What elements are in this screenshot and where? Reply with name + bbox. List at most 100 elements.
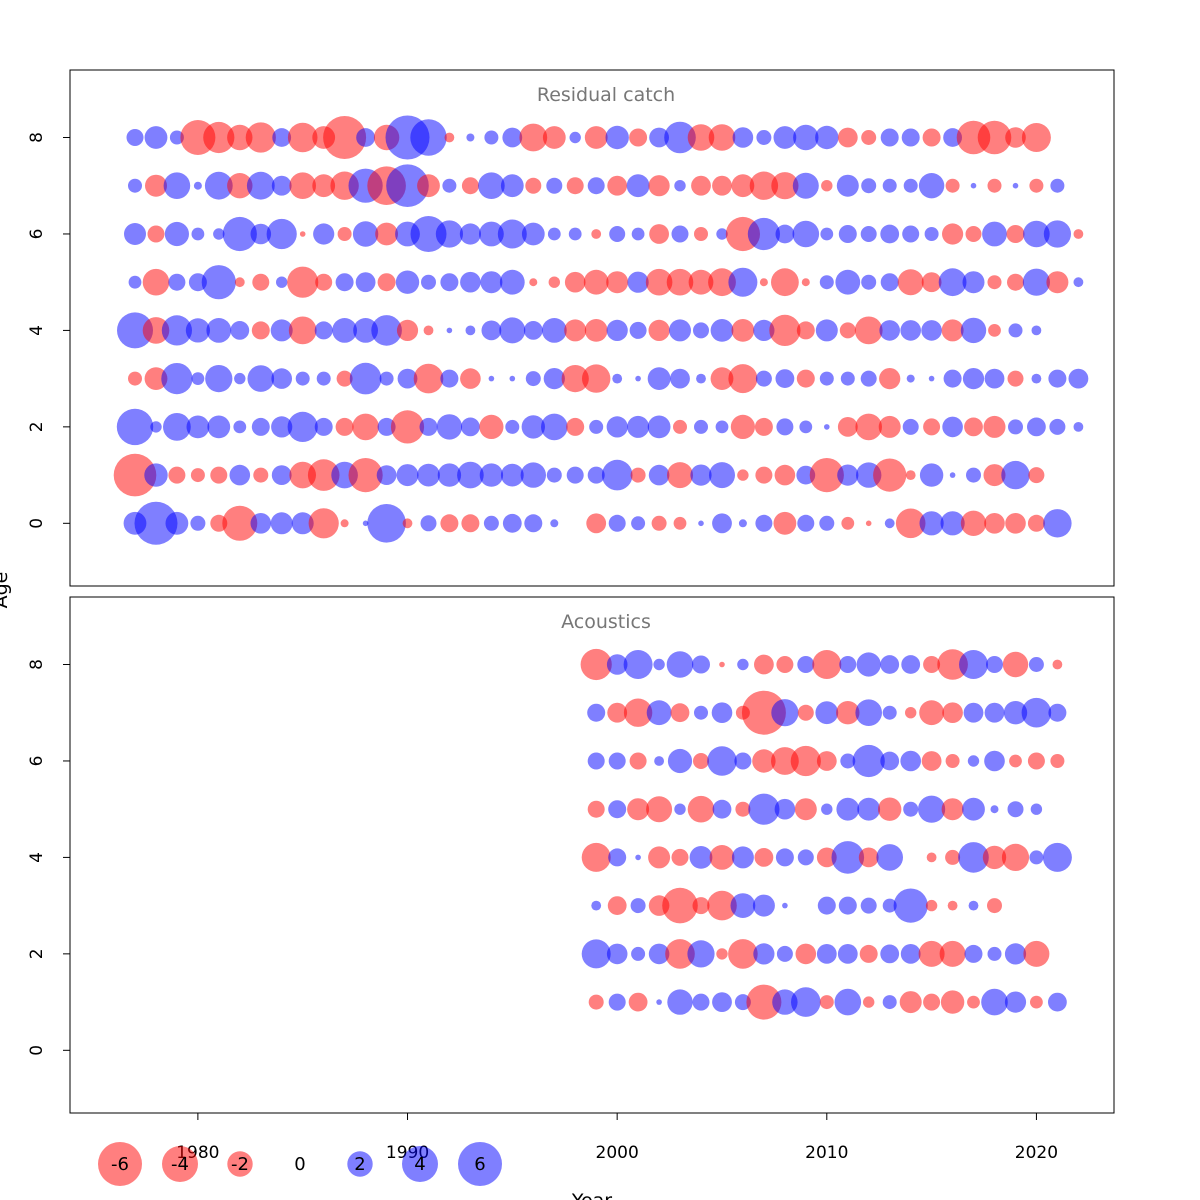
- bubble-point: [250, 513, 272, 534]
- bubble-point: [710, 367, 734, 390]
- bubble-point: [1006, 225, 1025, 243]
- bubble-point: [923, 418, 941, 436]
- legend-bubble: [227, 1151, 253, 1177]
- bubble-point: [835, 269, 861, 295]
- bubble-point: [128, 371, 142, 386]
- bubble-point: [854, 316, 883, 345]
- bubble-point: [674, 803, 686, 815]
- bubble-point: [797, 704, 814, 721]
- bubble-point: [591, 229, 602, 239]
- bubble-point: [606, 271, 629, 294]
- bubble-point: [410, 216, 447, 252]
- bubble-point: [709, 462, 735, 489]
- bubble-point: [272, 128, 292, 147]
- bubble-point: [809, 458, 844, 493]
- bubble-point: [168, 466, 186, 484]
- bubble-point: [734, 752, 752, 770]
- bubble-point: [396, 319, 419, 341]
- bubble-point: [771, 699, 799, 727]
- bubble-point: [1068, 368, 1089, 389]
- bubble-point: [608, 848, 627, 867]
- bubble-point: [730, 414, 756, 439]
- bubble-point: [923, 993, 941, 1011]
- bubble-point: [631, 516, 646, 531]
- bubble-point: [776, 418, 794, 436]
- bubble-point: [1027, 514, 1045, 532]
- bubble-point: [336, 370, 353, 387]
- bubble-point: [581, 939, 611, 969]
- bubble-point: [437, 463, 462, 487]
- bubble-point: [247, 365, 275, 392]
- bubble-point: [134, 501, 178, 545]
- bubble-point: [193, 181, 202, 190]
- bubble-point: [601, 459, 633, 491]
- bubble-point: [587, 703, 606, 722]
- bubble-point: [876, 844, 903, 871]
- bubble-point: [903, 178, 918, 193]
- bubble-point: [836, 174, 859, 197]
- bubble-point: [924, 227, 939, 241]
- bubble-point: [144, 126, 168, 149]
- bubble-point: [587, 800, 605, 818]
- bubble-point: [919, 463, 944, 487]
- bubble-point: [687, 124, 715, 151]
- bubble-point: [712, 513, 732, 534]
- bubble-point: [921, 751, 942, 771]
- bubble-point: [816, 847, 837, 868]
- bubble-point: [738, 519, 747, 528]
- bubble-point: [880, 944, 900, 964]
- legend-bubble: [347, 1151, 373, 1177]
- bubble-point: [735, 801, 751, 817]
- bubble-point: [945, 754, 960, 768]
- bubble-point: [629, 752, 647, 770]
- bubble-point: [323, 116, 367, 159]
- bubble-point: [673, 419, 687, 434]
- bubble-point: [755, 370, 772, 387]
- bubble-point: [142, 317, 170, 344]
- bubble-point: [900, 750, 921, 772]
- bubble-point: [902, 418, 919, 435]
- bubble-point: [607, 702, 628, 723]
- bubble-point: [968, 900, 979, 911]
- bubble-point: [669, 319, 691, 342]
- bubble-point: [880, 655, 900, 674]
- legend-label: 2: [354, 1154, 365, 1175]
- bubble-point: [794, 798, 817, 821]
- bubble-point: [206, 318, 232, 343]
- bubble-point: [666, 651, 694, 678]
- legend-bubble: [98, 1142, 142, 1186]
- bubble-point: [921, 272, 942, 293]
- bubble-point: [799, 420, 813, 434]
- bubble-point: [150, 421, 162, 433]
- bubble-point: [922, 128, 941, 147]
- bubble-point: [984, 513, 1005, 534]
- bubble-point: [670, 703, 690, 723]
- bubble-point: [712, 799, 732, 819]
- bubble-point: [500, 174, 524, 198]
- bubble-point: [163, 413, 191, 441]
- bubble-point: [1042, 842, 1072, 872]
- bubble-point: [377, 417, 396, 436]
- panel-frame: [69, 596, 1115, 1114]
- bubble-point: [687, 940, 715, 968]
- bubble-point: [566, 177, 584, 195]
- bubble-point: [605, 125, 629, 150]
- y-tick-label: 4: [27, 852, 47, 863]
- bubble-point: [873, 458, 907, 492]
- bubble-point: [362, 520, 369, 527]
- bubble-point: [417, 174, 440, 198]
- bubble-point: [841, 516, 855, 530]
- bubble-point: [1048, 992, 1067, 1012]
- bubble-point: [461, 177, 479, 195]
- bubble-point: [631, 946, 646, 961]
- bubble-point: [440, 369, 459, 388]
- bubble-point: [356, 128, 375, 147]
- bubble-point: [1073, 229, 1084, 239]
- bubble-point: [819, 371, 834, 386]
- bubble-point: [524, 514, 543, 533]
- bubble-point: [943, 128, 962, 147]
- bubble-point: [207, 415, 231, 439]
- bubble-point: [523, 321, 543, 340]
- bubble-point: [1049, 418, 1066, 435]
- panel-title: Acoustics: [561, 611, 651, 633]
